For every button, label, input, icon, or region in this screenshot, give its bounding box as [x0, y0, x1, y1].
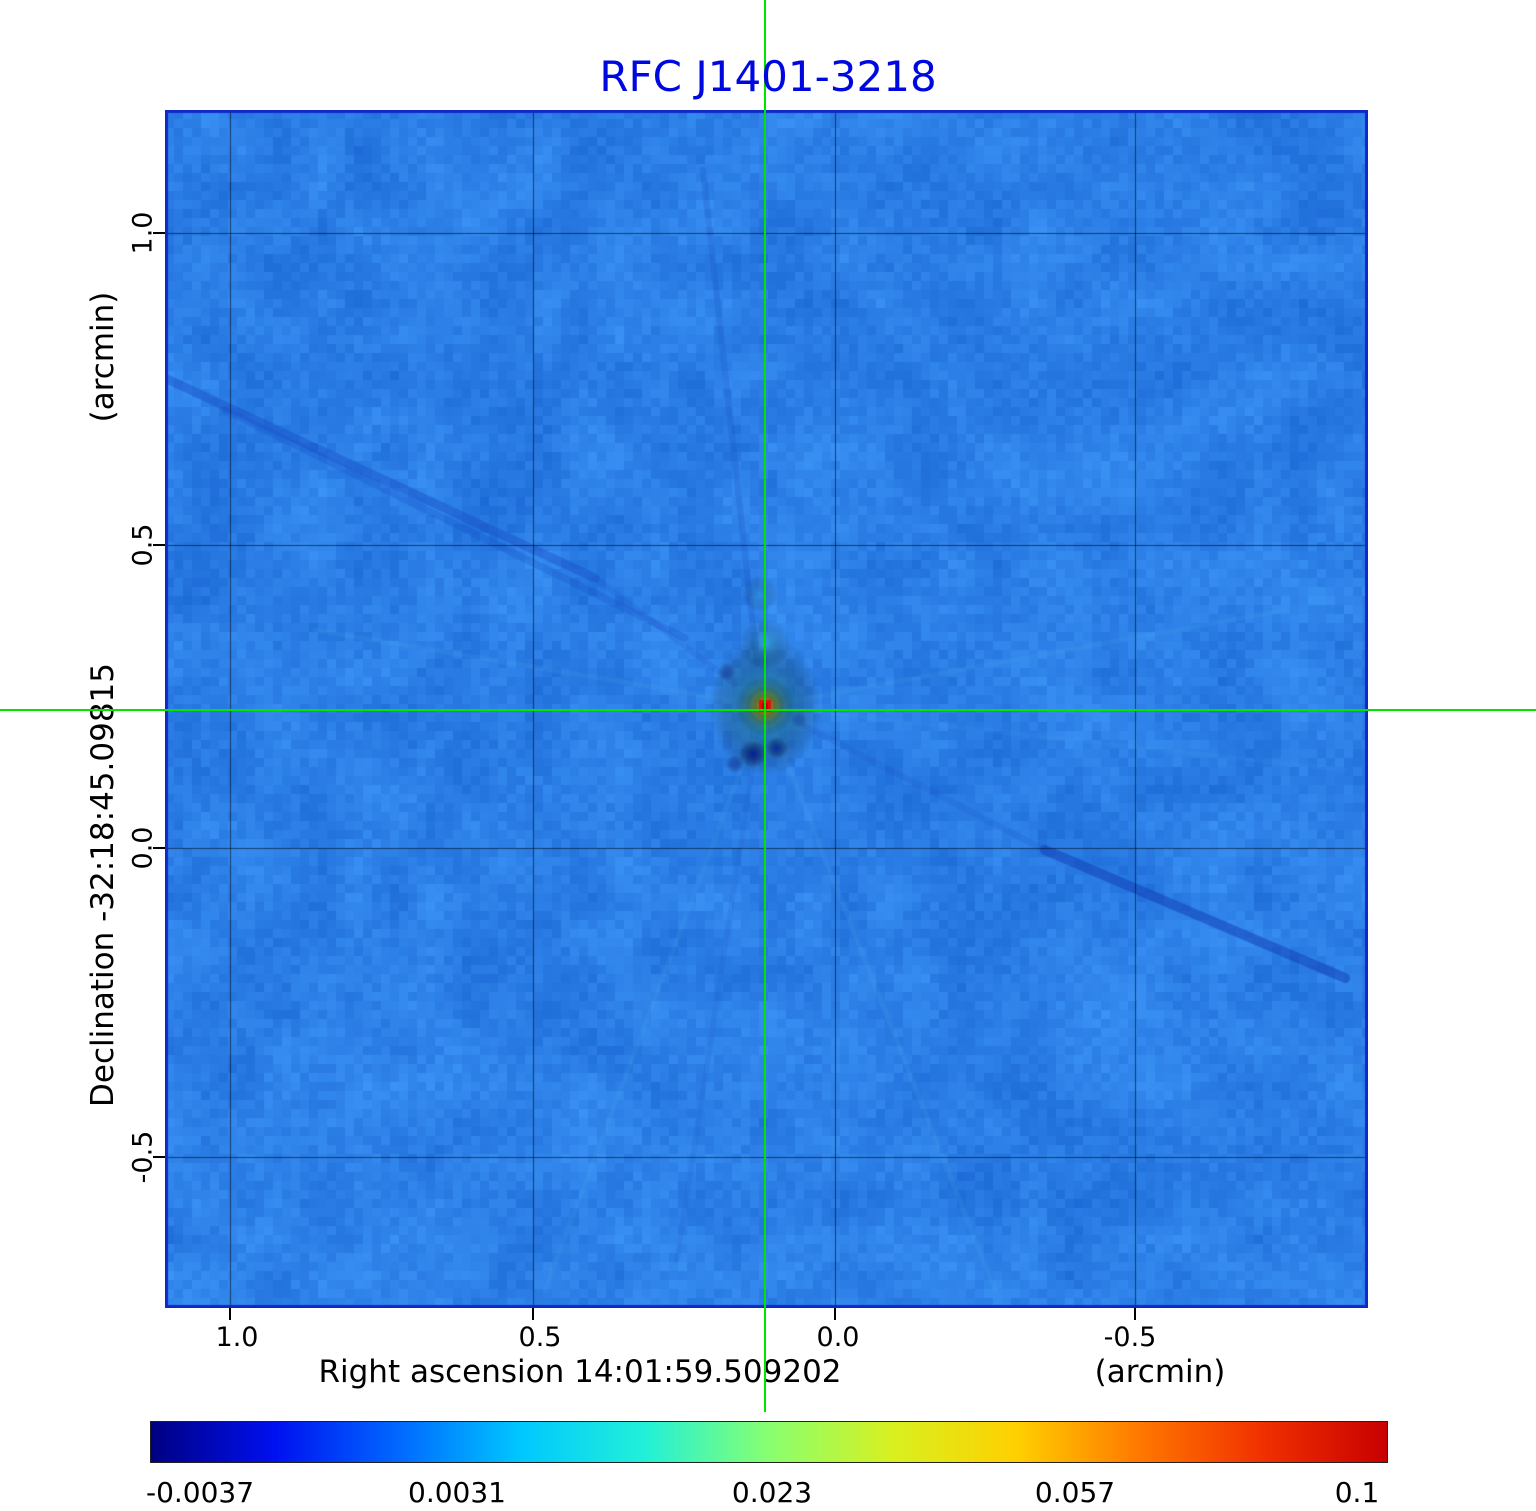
y-tick-mark	[153, 232, 165, 234]
colorbar-tick-label: 0.1	[1334, 1476, 1380, 1509]
x-tick-label: 1.0	[215, 1322, 259, 1353]
x-tick-label: 0.5	[518, 1322, 562, 1353]
x-tick-mark	[532, 1308, 534, 1320]
crosshair-horizontal-line	[0, 709, 1536, 711]
colorbar	[150, 1421, 1388, 1463]
y-axis-unit-label: (arcmin)	[85, 291, 121, 423]
colorbar-tick-label: 0.057	[1034, 1476, 1116, 1509]
colorbar-tick-label: 0.0031	[408, 1476, 506, 1509]
x-tick-label: -0.5	[1103, 1322, 1157, 1353]
x-tick-mark	[1134, 1308, 1136, 1320]
y-tick-mark	[153, 1156, 165, 1158]
crosshair-vertical-line	[764, 0, 766, 1412]
x-tick-mark	[834, 1308, 836, 1320]
y-tick-mark	[153, 847, 165, 849]
x-axis-label: Right ascension 14:01:59.509202	[318, 1354, 842, 1390]
x-tick-mark	[229, 1308, 231, 1320]
y-tick-mark	[153, 544, 165, 546]
x-axis-unit-label: (arcmin)	[1094, 1354, 1226, 1390]
colorbar-tick-label: -0.0037	[145, 1476, 255, 1509]
figure-title: RFC J1401-3218	[599, 52, 937, 101]
y-axis-label: Declination -32:18:45.09815	[85, 663, 121, 1107]
colorbar-tick-label: 0.023	[731, 1476, 813, 1509]
x-tick-label: 0.0	[816, 1322, 860, 1353]
